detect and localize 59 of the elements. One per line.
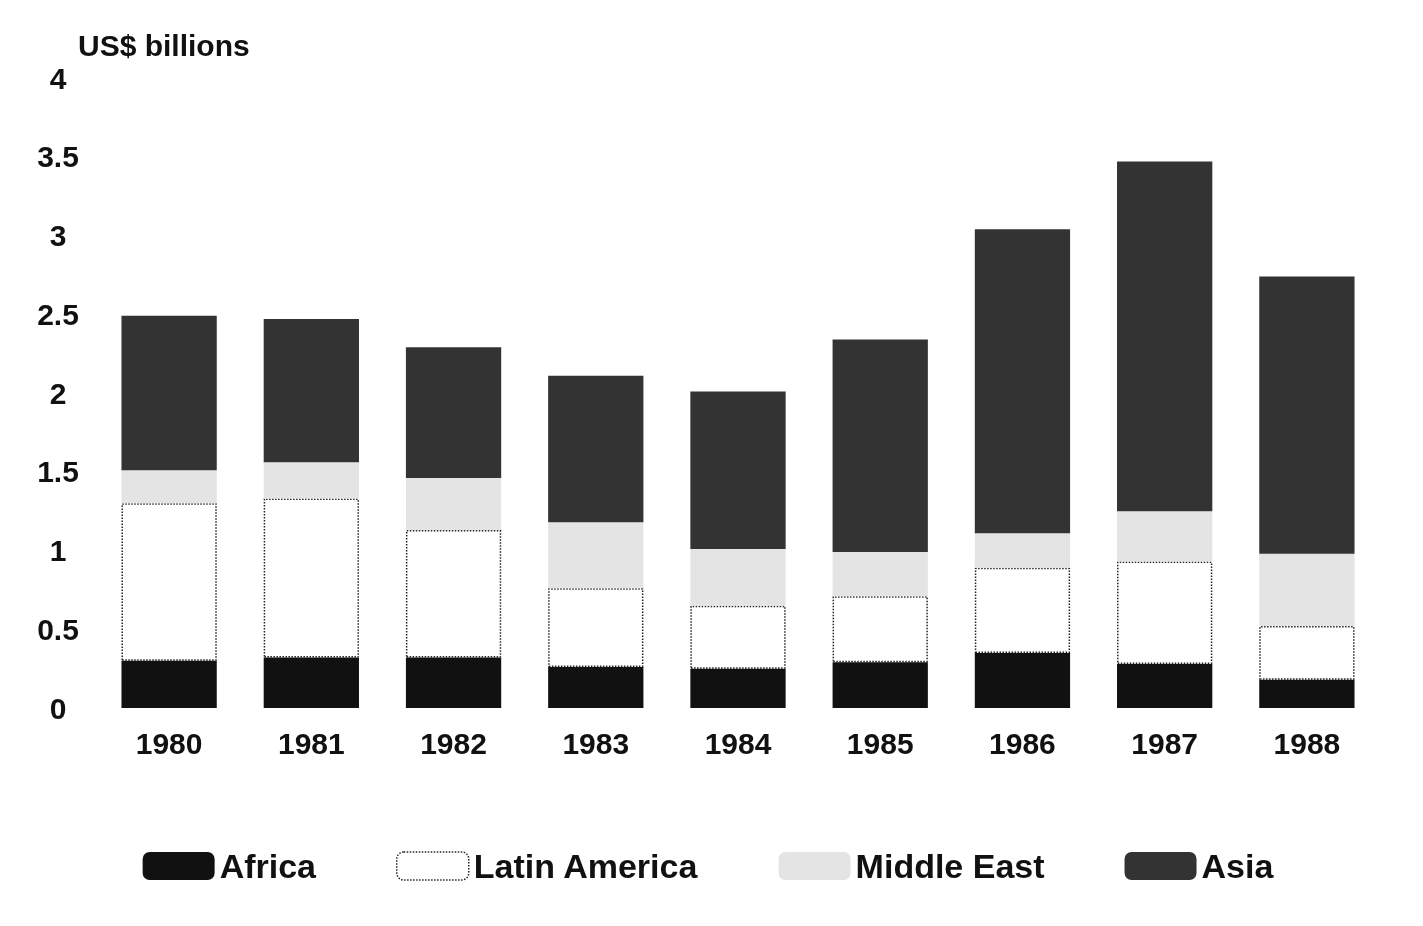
y-tick-label: 0.5 bbox=[37, 612, 79, 646]
bar bbox=[1117, 511, 1213, 562]
y-tick-label: 4 bbox=[49, 61, 67, 95]
bar bbox=[690, 668, 786, 708]
bar bbox=[1117, 663, 1213, 708]
x-tick-label: 1987 bbox=[1131, 726, 1199, 760]
bar bbox=[832, 552, 928, 597]
y-tick-label: 2.5 bbox=[37, 297, 79, 331]
x-tick-label: 1982 bbox=[420, 726, 487, 760]
bar bbox=[121, 470, 217, 504]
bar bbox=[974, 533, 1071, 568]
x-tick-label: 1988 bbox=[1273, 726, 1341, 760]
bar bbox=[974, 567, 1071, 653]
legend-label: Africa bbox=[219, 847, 318, 885]
bar bbox=[690, 548, 786, 606]
bar bbox=[832, 596, 928, 663]
x-tick-label: 1985 bbox=[846, 726, 914, 760]
bar bbox=[263, 462, 359, 499]
bar bbox=[974, 652, 1071, 708]
bar bbox=[1259, 626, 1355, 680]
bar bbox=[405, 478, 502, 531]
bar bbox=[263, 318, 359, 463]
y-tick-label: 1 bbox=[49, 534, 67, 567]
x-tick-label: 1980 bbox=[135, 726, 203, 760]
bar bbox=[548, 522, 644, 589]
bar bbox=[1259, 553, 1355, 627]
bar bbox=[263, 657, 359, 708]
legend-label: Latin America bbox=[473, 847, 699, 885]
y-tick-label: 1.5 bbox=[37, 455, 79, 489]
bar bbox=[405, 530, 502, 658]
bar bbox=[1117, 161, 1213, 512]
x-tick-label: 1984 bbox=[704, 726, 772, 760]
bar bbox=[405, 657, 502, 708]
bar bbox=[405, 347, 502, 479]
bar bbox=[1259, 679, 1355, 708]
x-tick-label: 1981 bbox=[277, 726, 345, 760]
bar bbox=[548, 588, 644, 668]
bar bbox=[263, 498, 359, 658]
bar bbox=[121, 660, 217, 708]
bar bbox=[1259, 276, 1355, 554]
legend-label: Middle East bbox=[855, 847, 1045, 885]
bar bbox=[1117, 561, 1213, 664]
y-tick-label: 0 bbox=[49, 691, 67, 725]
bar bbox=[690, 605, 786, 669]
bar bbox=[121, 315, 217, 471]
y-tick-label: 3.5 bbox=[37, 140, 79, 174]
bar bbox=[690, 391, 786, 549]
bar bbox=[832, 339, 928, 553]
y-axis-title: US$ billions bbox=[78, 28, 250, 62]
bar bbox=[548, 667, 644, 708]
y-tick-label: 3 bbox=[49, 219, 67, 252]
y-tick-label: 2 bbox=[49, 376, 67, 410]
bar bbox=[121, 503, 217, 661]
bar bbox=[832, 662, 928, 708]
legend-label: Asia bbox=[1201, 847, 1275, 885]
x-tick-label: 1983 bbox=[562, 726, 630, 760]
x-tick-label: 1986 bbox=[989, 726, 1056, 760]
bar bbox=[974, 229, 1071, 534]
bar bbox=[548, 375, 644, 523]
